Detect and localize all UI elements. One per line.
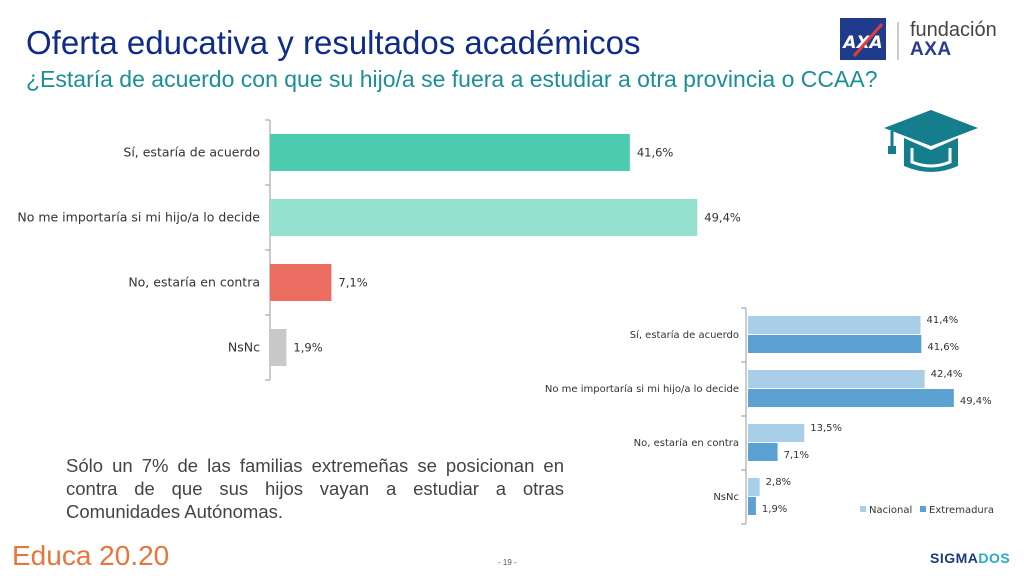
summary-note: Sólo un 7% de las familias extremeñas se… (66, 455, 564, 522)
sigma-part: SIGMA (930, 550, 979, 566)
bar-nacional (748, 424, 805, 442)
dos-part: DOS (978, 550, 1011, 566)
category-label: NsNc (228, 340, 260, 355)
data-label: 42,4% (931, 369, 963, 380)
educa-brand: Educa 20.20 (12, 540, 170, 571)
svg-text:AXA: AXA (841, 33, 882, 53)
bar-extremadura (748, 389, 954, 407)
legend-swatch (920, 506, 926, 512)
data-label: 41,6% (927, 342, 959, 353)
category-label: No me importaría si mi hijo/a lo decide (17, 210, 260, 225)
category-label: Sí, estaría de acuerdo (123, 145, 260, 160)
page-number: - 19 - (498, 558, 517, 567)
category-label: No me importaría si mi hijo/a lo decide (545, 383, 739, 395)
sigmados-logo: SIGMADOS (930, 550, 1010, 566)
category-label: No, estaría en contra (128, 275, 260, 290)
data-label: 7,1% (784, 450, 809, 461)
logo-line2: AXA (910, 39, 952, 60)
bar-nacional (748, 478, 760, 496)
legend-label: Nacional (869, 505, 912, 516)
data-label: 41,4% (927, 315, 959, 326)
bar-extremadura (748, 443, 778, 461)
fundacion-axa-logo: fundación AXA (910, 20, 997, 60)
legend-swatch (860, 506, 866, 512)
data-label: 1,9% (762, 504, 787, 515)
bar-nacional (748, 370, 925, 388)
logo-line1: fundación (910, 19, 997, 41)
bar-nacional (748, 316, 921, 334)
legend-label: Extremadura (929, 505, 994, 516)
page-title: Oferta educativa y resultados académicos (26, 24, 641, 61)
bar (270, 329, 287, 366)
category-label: No, estaría en contra (634, 437, 739, 449)
bar (270, 199, 698, 236)
data-label: 7,1% (338, 276, 367, 290)
bar-extremadura (748, 497, 756, 515)
data-label: 41,6% (637, 146, 674, 160)
category-label: NsNc (713, 492, 739, 503)
axa-logo-icon: AXA (840, 18, 899, 60)
data-label: 49,4% (704, 211, 741, 225)
data-label: 13,5% (810, 423, 842, 434)
bar (270, 134, 630, 171)
data-label: 49,4% (960, 396, 992, 407)
category-label: Sí, estaría de acuerdo (630, 329, 739, 341)
bar-extremadura (748, 335, 922, 353)
page-subtitle: ¿Estaría de acuerdo con que su hijo/a se… (26, 66, 878, 92)
graduation-cap-icon (884, 110, 978, 172)
data-label: 2,8% (766, 477, 791, 488)
bar (270, 264, 332, 301)
data-label: 1,9% (293, 341, 322, 355)
